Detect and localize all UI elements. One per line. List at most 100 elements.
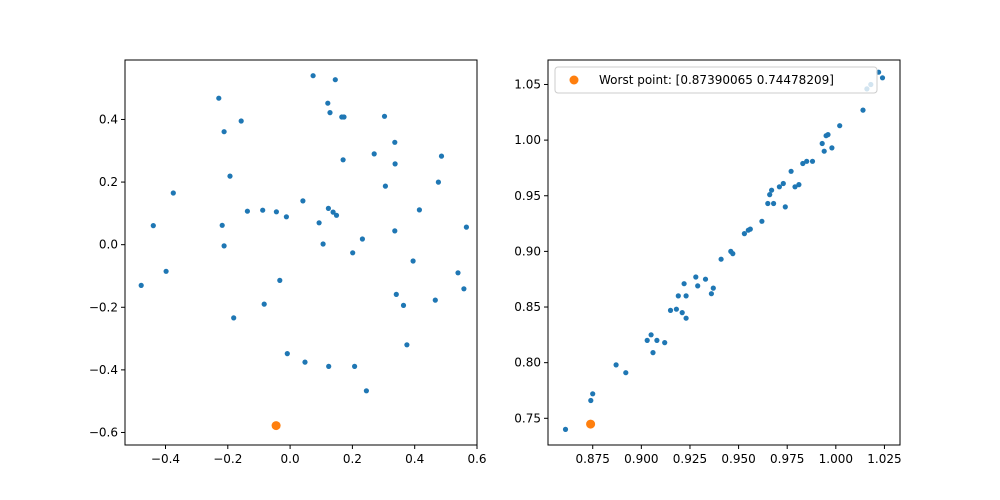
right-x-tick-label: 1.000 (819, 452, 853, 466)
left-data-point (461, 286, 467, 292)
left-data-point (273, 209, 279, 215)
left-x-tick-label: −0.2 (213, 452, 242, 466)
right-data-point (825, 132, 831, 138)
right-data-point (879, 75, 886, 81)
left-data-point (138, 282, 144, 288)
left-data-point (320, 241, 326, 247)
right-data-point (673, 306, 680, 312)
left-data-point (340, 157, 346, 163)
left-y-axis-ticks: −0.6 −0.4 −0.2 0.0 0.2 0.4 (89, 112, 125, 439)
left-data-point (455, 270, 461, 276)
right-y-tick-label: 1.00 (514, 133, 541, 147)
right-data-point (588, 397, 594, 404)
left-data-point (363, 388, 369, 394)
right-x-tick-label: 0.900 (624, 452, 658, 466)
left-data-point (410, 258, 416, 264)
right-data-point (780, 180, 786, 187)
right-x-tick-label: 0.950 (721, 452, 755, 466)
left-worst-point (271, 421, 281, 431)
left-data-point (302, 359, 308, 365)
left-y-tick-label: −0.4 (89, 363, 118, 377)
left-data-point (163, 268, 169, 274)
left-data-point (326, 363, 332, 369)
right-data-point (683, 293, 689, 299)
left-data-point (463, 224, 469, 230)
left-data-point (221, 129, 227, 135)
left-x-tick-label: 0.4 (405, 452, 424, 466)
left-y-tick-label: −0.2 (89, 300, 118, 314)
left-data-point (341, 114, 347, 120)
right-x-axis-ticks: 0.875 0.900 0.925 0.950 0.975 1.000 1.025 (576, 445, 902, 466)
right-data-point (837, 123, 843, 129)
right-data-point (771, 200, 777, 207)
right-data-point (747, 226, 753, 232)
right-y-tick-label: 0.90 (514, 244, 541, 258)
right-data-point (730, 251, 736, 257)
right-data-point (590, 391, 596, 397)
left-data-point (327, 110, 333, 116)
right-data-point (860, 107, 866, 113)
left-data-point (310, 73, 316, 79)
right-data-point (662, 340, 668, 346)
right-y-tick-label: 0.80 (514, 356, 541, 370)
left-data-point (260, 207, 266, 213)
left-data-point (170, 190, 176, 196)
right-data-point (681, 281, 687, 287)
legend: Worst point: [0.87390065 0.74478209] (554, 66, 878, 94)
left-data-point (350, 250, 356, 256)
right-data-point (821, 148, 827, 154)
right-y-tick-label: 0.85 (514, 300, 541, 314)
left-data-point (400, 302, 407, 308)
right-axes-frame (547, 59, 901, 446)
right-data-point (679, 310, 685, 316)
right-data-point (718, 256, 724, 262)
left-data-point (352, 363, 358, 369)
right-data-point (759, 218, 765, 224)
left-data-point (404, 342, 410, 348)
left-y-tick-label: 0.0 (99, 238, 118, 252)
left-data-point (435, 179, 441, 185)
left-data-point (238, 118, 244, 124)
left-data-point (316, 220, 322, 226)
left-worst-point-marker (271, 421, 281, 431)
right-data-point (613, 362, 619, 368)
right-x-tick-label: 0.925 (673, 452, 707, 466)
left-data-point (283, 214, 289, 220)
right-data-point (788, 168, 794, 174)
right-data-point (695, 283, 701, 289)
left-data-point (392, 228, 398, 234)
left-data-point (393, 291, 399, 297)
left-y-tick-label: 0.2 (99, 175, 118, 189)
right-y-axis-ticks: 0.75 0.80 0.85 0.90 0.95 1.00 1.05 (514, 77, 548, 425)
right-data-points (562, 69, 886, 432)
left-data-point (277, 277, 283, 283)
right-y-tick-label: 0.75 (514, 411, 541, 425)
right-x-tick-label: 0.875 (576, 452, 610, 466)
right-data-point (623, 370, 629, 376)
left-data-point (284, 351, 290, 357)
left-scatter-plot: −0.4 −0.2 0.0 0.2 0.4 0.6 −0.6 −0.4 −0.2 0.0 0.2 0… (89, 59, 487, 466)
left-data-point (359, 236, 365, 242)
left-x-axis-ticks: −0.4 −0.2 0.0 0.2 0.4 0.6 (151, 445, 487, 466)
right-data-point (667, 307, 674, 313)
right-worst-point (586, 419, 596, 429)
right-data-point (782, 204, 788, 210)
left-data-point (231, 315, 237, 321)
left-data-point (332, 77, 338, 83)
right-data-point (648, 332, 654, 338)
left-data-point (382, 183, 388, 189)
right-data-point (710, 285, 716, 291)
right-x-tick-label: 1.025 (867, 452, 901, 466)
left-axes-frame (124, 59, 478, 446)
right-data-point (562, 426, 569, 432)
right-data-point (776, 184, 783, 190)
left-data-point (300, 198, 306, 204)
legend-box (554, 66, 878, 94)
left-data-point (244, 208, 250, 214)
left-x-tick-label: 0.2 (343, 452, 362, 466)
left-data-point (216, 95, 222, 101)
legend-label: Worst point: [0.87390065 0.74478209] (599, 73, 834, 87)
right-data-point (683, 315, 689, 321)
right-data-point (765, 200, 771, 207)
